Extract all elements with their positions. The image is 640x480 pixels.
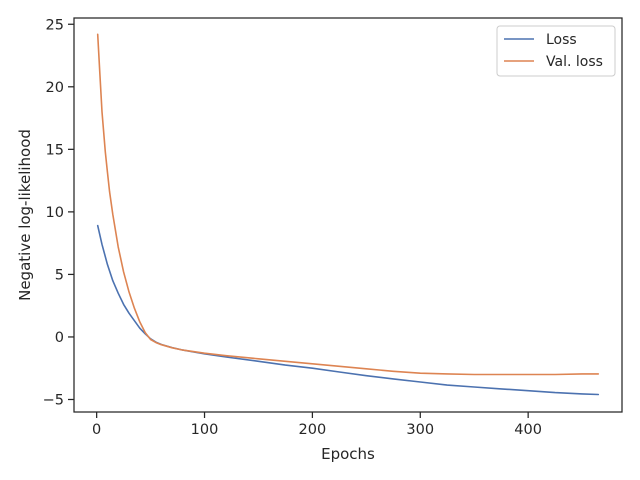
legend-label-loss: Loss: [546, 32, 577, 48]
y-tick-label: 0: [55, 330, 64, 346]
y-tick-label: 15: [46, 142, 64, 158]
legend-label-val-loss: Val. loss: [546, 54, 603, 70]
series-group: [96, 33, 600, 396]
x-tick-label: 100: [191, 422, 219, 438]
y-tick-label: −5: [43, 392, 64, 408]
x-tick-label: 200: [299, 422, 327, 438]
x-tick-label: 300: [406, 422, 434, 438]
y-tick-label: 25: [46, 17, 64, 33]
legend: Loss Val. loss: [496, 25, 616, 77]
y-axis-label: Negative log-likelihood: [16, 129, 34, 301]
x-tick-label: 0: [92, 422, 101, 438]
series-line-loss: [96, 224, 600, 396]
tick-group: 0 100 200 300 400 −5 0 5 10 15 20 25: [43, 17, 542, 438]
x-tick-label: 400: [514, 422, 542, 438]
y-tick-label: 10: [46, 205, 64, 221]
y-tick-label: 5: [55, 267, 64, 283]
axes-frame: [73, 17, 623, 413]
y-tick-label: 20: [46, 80, 64, 96]
x-axis-label: Epochs: [321, 445, 375, 463]
series-line-val-loss: [96, 33, 600, 376]
